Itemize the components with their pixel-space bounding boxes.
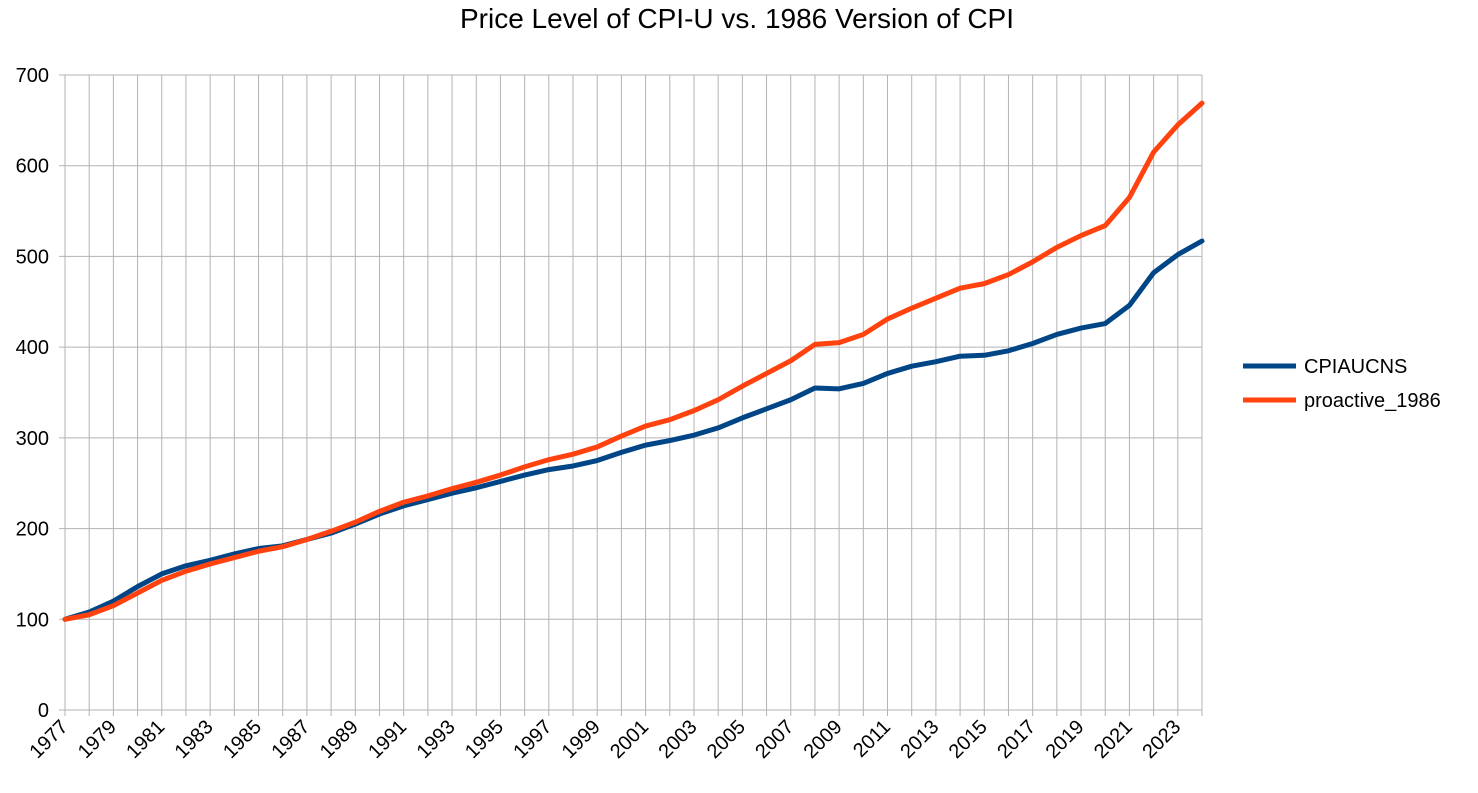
- x-tick-label: 1999: [558, 716, 605, 763]
- x-tick-label: 2005: [703, 716, 750, 763]
- x-tick-label: 1987: [267, 716, 314, 763]
- y-tick-label: 100: [16, 609, 49, 631]
- y-tick-label: 300: [16, 428, 49, 450]
- x-tick-label: 2003: [654, 716, 701, 763]
- y-tick-label: 200: [16, 519, 49, 541]
- x-tick-label: 1997: [509, 716, 556, 763]
- y-tick-label: 600: [16, 156, 49, 178]
- x-tick-label: 2015: [945, 716, 992, 763]
- legend-label: CPIAUCNS: [1304, 356, 1407, 378]
- x-tick-label: 1979: [74, 716, 121, 763]
- x-tick-label: 2009: [800, 716, 847, 763]
- x-tick-label: 2011: [849, 716, 895, 762]
- x-tick-label: 1995: [461, 716, 508, 763]
- x-tick-label: 1981: [122, 716, 169, 763]
- x-tick-label: 2001: [606, 716, 653, 763]
- series-line-CPIAUCNS: [62, 238, 1205, 622]
- x-tick-label: 2021: [1090, 716, 1137, 763]
- x-tick-label: 2013: [896, 716, 943, 763]
- series-line-proactive_1986: [62, 100, 1205, 622]
- x-tick-label: 2017: [993, 716, 1040, 763]
- x-tick-label: 1991: [364, 716, 411, 763]
- grid: [59, 74, 1203, 716]
- x-tick-label: 1983: [171, 716, 218, 763]
- x-tick-label: 1989: [316, 716, 363, 763]
- y-tick-label: 500: [16, 246, 49, 268]
- x-tick-label: 1993: [413, 716, 460, 763]
- legend: CPIAUCNS proactive_1986: [1243, 356, 1441, 412]
- x-axis: 1977 1979 1981 1983 1985 1987 1989 1991 1993 1995…: [26, 716, 1186, 763]
- y-tick-label: 0: [38, 700, 49, 722]
- series-lines: [62, 100, 1205, 622]
- x-tick-label: 1977: [26, 716, 73, 763]
- y-tick-label: 700: [16, 65, 49, 87]
- x-tick-label: 2019: [1042, 716, 1089, 763]
- y-axis: 0 100 200 300 400 500 600 700: [16, 65, 49, 722]
- chart-title: Price Level of CPI-U vs. 1986 Version of…: [460, 3, 1014, 34]
- x-tick-label: 1985: [219, 716, 266, 763]
- x-tick-label: 2023: [1138, 716, 1185, 763]
- y-tick-label: 400: [16, 337, 49, 359]
- x-tick-label: 2007: [751, 716, 798, 763]
- legend-label: proactive_1986: [1304, 390, 1441, 412]
